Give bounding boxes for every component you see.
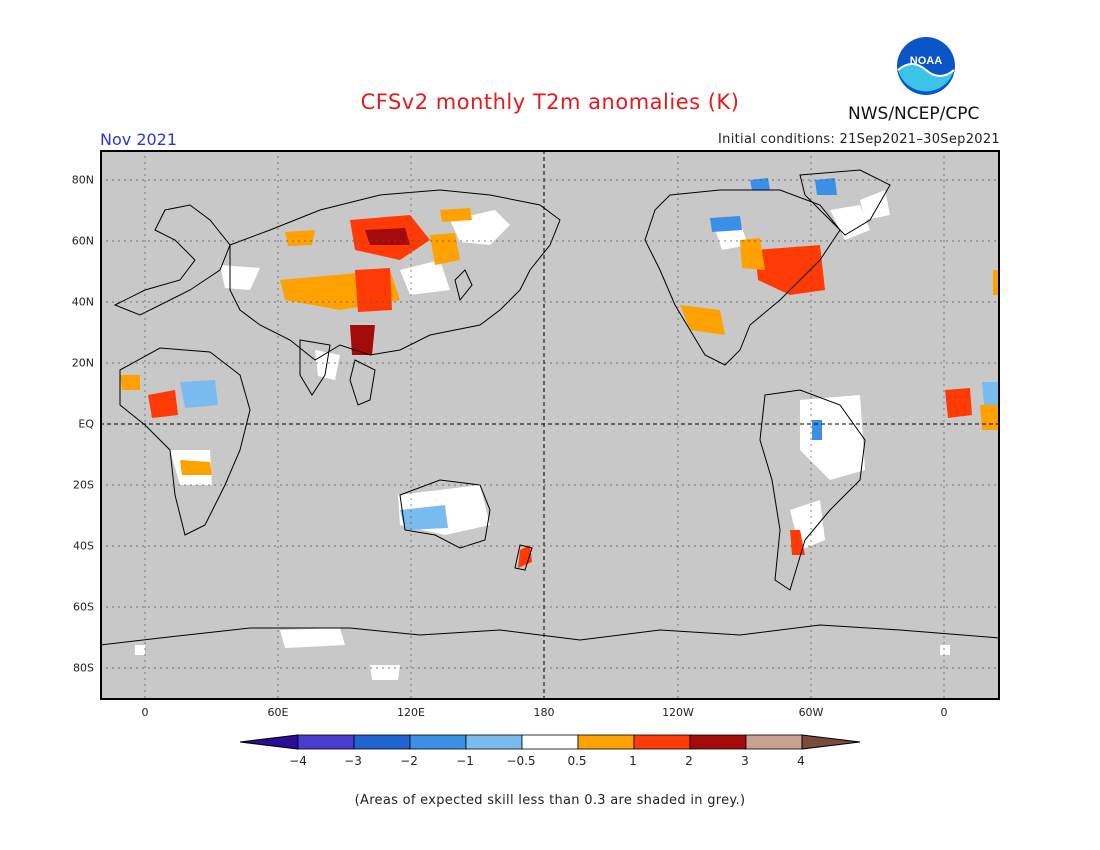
lon-label-0-west: 0 xyxy=(141,706,149,719)
lon-label-60w: 60W xyxy=(798,706,824,719)
month-label: Nov 2021 xyxy=(100,130,178,149)
noaa-logo: NOAA xyxy=(896,36,956,100)
colorbar-segment-min xyxy=(239,734,299,750)
colorbar xyxy=(239,734,862,754)
colorbar-segment-max xyxy=(801,734,861,750)
coastlines xyxy=(99,169,1001,646)
colorbar-segment xyxy=(353,734,411,750)
initial-conditions-label: Initial conditions: 21Sep2021–30Sep2021 xyxy=(718,132,1000,147)
colorbar-segment xyxy=(297,734,355,750)
lon-label-0-east: 0 xyxy=(940,706,948,719)
map-frame xyxy=(100,150,1000,700)
world-map xyxy=(99,150,1001,700)
colorbar-label-m4: −4 xyxy=(289,754,307,768)
colorbar-label-p4: 4 xyxy=(797,754,805,768)
colorbar-label-m1: −1 xyxy=(456,754,474,768)
colorbar-segment xyxy=(633,734,691,750)
colorbar-segment xyxy=(577,734,635,750)
lat-label-40s: 40S xyxy=(73,539,94,553)
agency-label: NWS/NCEP/CPC xyxy=(848,104,980,124)
lon-label-60e: 60E xyxy=(267,706,289,719)
colorbar-label-m2: −2 xyxy=(400,754,418,768)
lat-label-20s: 20S xyxy=(73,478,94,492)
colorbar-label-p05: 0.5 xyxy=(567,754,587,768)
skill-note: (Areas of expected skill less than 0.3 a… xyxy=(354,793,746,808)
colorbar-label-p2: 2 xyxy=(685,754,693,768)
noaa-logo-text: NOAA xyxy=(910,55,942,67)
colorbar-label-p3: 3 xyxy=(741,754,749,768)
colorbar-label-p1: 1 xyxy=(629,754,637,768)
positive-anomaly-areas xyxy=(120,208,1000,568)
negative-anomaly-areas xyxy=(180,178,1000,530)
lat-label-60s: 60S xyxy=(73,600,94,614)
colorbar-segment xyxy=(409,734,467,750)
colorbar-label-m05: −0.5 xyxy=(506,754,536,768)
lat-label-20n: 20N xyxy=(71,356,94,370)
lat-label-80n: 80N xyxy=(71,173,94,187)
reference-lines xyxy=(100,150,1000,700)
lat-label-80s: 80S xyxy=(73,661,94,675)
lon-label-180: 180 xyxy=(533,706,555,719)
colorbar-label-m3: −3 xyxy=(344,754,362,768)
colorbar-segment xyxy=(745,734,803,750)
lon-label-120w: 120W xyxy=(662,706,694,719)
colorbar-segment xyxy=(521,734,579,750)
grid-lines xyxy=(100,150,1000,700)
colorbar-segment xyxy=(465,734,523,750)
lat-label-eq: EQ xyxy=(78,417,94,431)
map-svg xyxy=(99,150,1001,700)
lat-label-40n: 40N xyxy=(71,295,94,309)
lat-label-60n: 60N xyxy=(71,234,94,248)
lon-label-120e: 120E xyxy=(397,706,425,719)
chart-title: CFSv2 monthly T2m anomalies (K) xyxy=(360,90,740,114)
ocean-background xyxy=(100,150,1000,700)
colorbar-segment xyxy=(689,734,747,750)
